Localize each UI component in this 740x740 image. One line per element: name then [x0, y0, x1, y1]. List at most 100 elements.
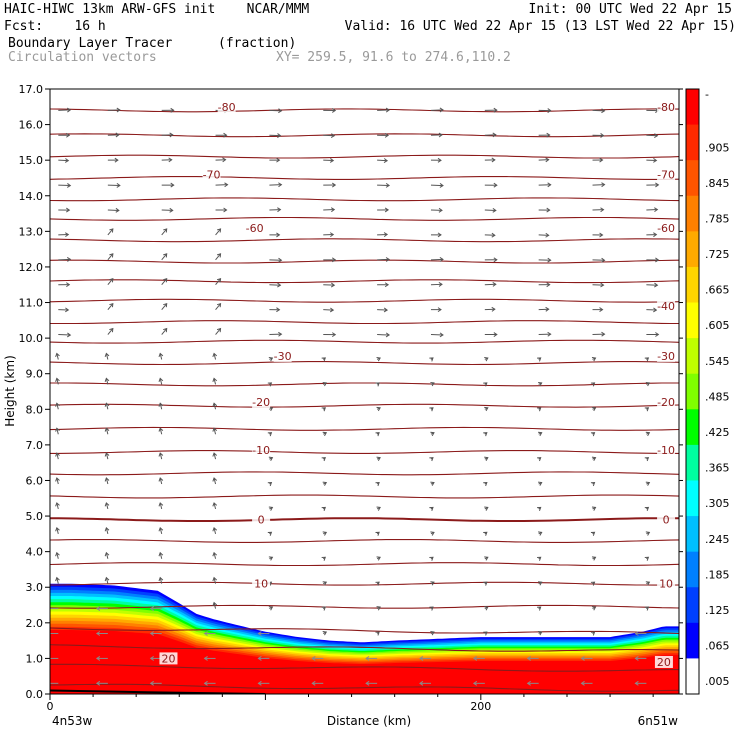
isotherm-line: [50, 471, 679, 476]
vector-head: [216, 302, 222, 308]
vector-head: [538, 581, 543, 586]
vector-head: [55, 402, 60, 407]
vector-head: [538, 431, 543, 437]
vector-head: [104, 477, 110, 482]
vector-head: [376, 606, 381, 611]
vector-head: [439, 332, 444, 338]
vector-head: [158, 427, 164, 432]
y-axis-label: Height (km): [3, 355, 17, 426]
isotherm-line: [50, 197, 679, 202]
vector-head: [66, 257, 72, 262]
vector-head: [430, 381, 435, 387]
y-tick-label: 9.0: [26, 368, 44, 381]
vector-head: [537, 407, 542, 412]
vector-head: [149, 680, 154, 686]
vector-head: [55, 477, 60, 482]
colorbar-label: .785: [705, 212, 730, 225]
vector-head: [645, 481, 651, 486]
vector-head: [644, 506, 650, 512]
circulation-vector: [159, 527, 163, 534]
vector-head: [437, 157, 442, 163]
vector-head: [538, 481, 543, 486]
colorbar-frame: [685, 88, 700, 695]
colorbar-swatch: [686, 658, 699, 695]
circulation-vector: [215, 228, 221, 236]
circulation-vector: [56, 527, 59, 534]
vector-head: [385, 332, 391, 338]
vector-head: [484, 506, 489, 511]
vector-head: [645, 431, 651, 437]
y-tick-label: 5.0: [26, 510, 44, 523]
vector-head: [430, 481, 435, 486]
circulation-vector: [213, 403, 217, 410]
circulation-vector: [56, 428, 59, 435]
isotherm-label: -30: [274, 350, 292, 363]
circulation-vector: [213, 577, 217, 584]
vector-head: [472, 655, 478, 661]
isotherm-label: 10: [659, 578, 673, 591]
vector-head: [322, 531, 328, 536]
vector-head: [472, 680, 478, 686]
vector-head: [526, 680, 531, 686]
vector-head: [322, 481, 328, 486]
vector-head: [158, 402, 164, 407]
vector-head: [322, 581, 328, 586]
vector-head: [170, 107, 175, 113]
vector-head: [419, 655, 424, 661]
isotherm-line: [50, 450, 679, 454]
colorbar-label: .065: [705, 640, 730, 653]
vector-head: [547, 257, 552, 263]
vector-head: [222, 157, 227, 163]
vector-head: [383, 232, 389, 237]
vector-head: [654, 207, 659, 213]
vector-head: [645, 381, 651, 387]
circulation-vector: [159, 502, 163, 510]
vector-head: [546, 132, 551, 138]
isotherm-line: [50, 175, 679, 180]
circulation-vector: [159, 552, 163, 559]
colorbar-label: .905: [705, 141, 730, 154]
circulation-vector: [159, 452, 163, 460]
vector-head: [212, 477, 218, 482]
vector-head: [419, 680, 424, 686]
colorbar-swatch: [686, 338, 699, 375]
circulation-vector: [105, 353, 109, 360]
vector-head: [149, 631, 154, 636]
vector-head: [385, 107, 391, 113]
vector-head: [66, 107, 72, 113]
vector-head: [430, 431, 435, 437]
vector-head: [375, 382, 380, 387]
vector-head: [163, 253, 168, 258]
vector-head: [644, 556, 650, 561]
vector-head: [591, 456, 597, 461]
circulation-vector: [56, 552, 59, 559]
vector-head: [645, 531, 651, 536]
y-tick-label: 11.0: [19, 297, 44, 310]
colorbar-label: .005: [705, 675, 730, 688]
vector-head: [580, 655, 585, 661]
vector-label: Circulation vectors: [8, 50, 157, 65]
circulation-vector: [161, 228, 168, 236]
circulation-vector: [107, 278, 114, 286]
vector-head: [321, 407, 326, 412]
vector-head: [634, 655, 639, 661]
valid-line: Valid: 16 UTC Wed 22 Apr 15 (13 LST Wed …: [344, 19, 736, 34]
vector-head: [438, 132, 443, 138]
vector-head: [591, 506, 597, 511]
vector-head: [545, 306, 550, 312]
isotherm-line: [50, 382, 679, 387]
isotherm-label: -80: [657, 101, 675, 114]
isotherm-label: -20: [252, 396, 270, 409]
vector-head: [331, 332, 337, 338]
vector-head: [223, 132, 228, 138]
vector-head: [591, 406, 597, 412]
vector-head: [591, 357, 597, 362]
vector-head: [384, 282, 390, 288]
vector-head: [437, 232, 442, 238]
colorbar-swatch: [686, 266, 699, 304]
vector-head: [439, 257, 444, 262]
x-tick-label: 200: [470, 700, 491, 713]
isotherm-label-bg: [202, 168, 221, 181]
vector-head: [104, 526, 110, 532]
vector-head: [599, 307, 604, 313]
